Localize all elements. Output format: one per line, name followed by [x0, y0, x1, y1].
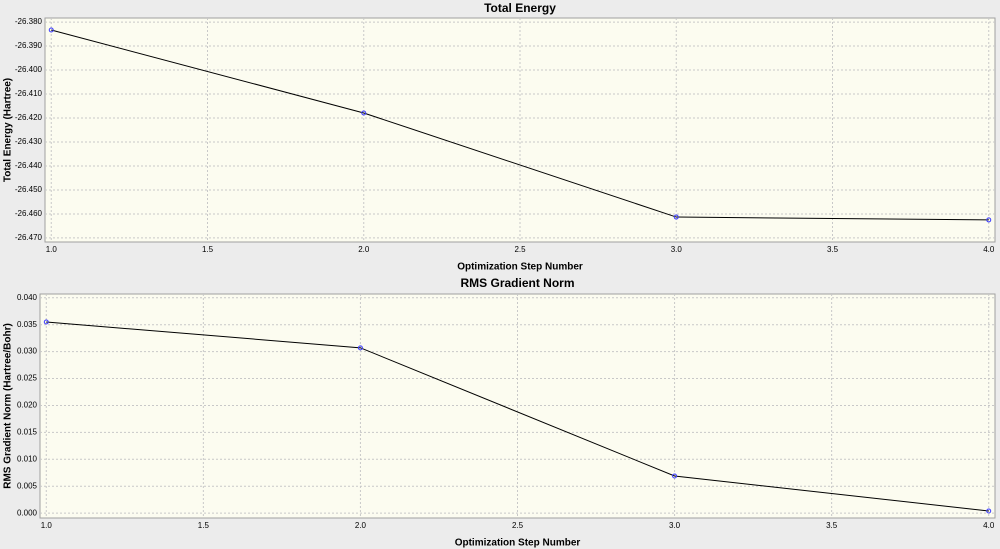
y-tick-label: -26.390: [15, 41, 43, 50]
data-point: [43, 319, 49, 325]
x-tick-label: 3.5: [826, 521, 838, 530]
data-point: [672, 473, 678, 479]
y-tick-label: -26.440: [15, 161, 43, 170]
data-point: [986, 217, 992, 223]
data-point: [361, 110, 367, 116]
y-tick-label: -26.430: [15, 137, 43, 146]
data-point: [48, 27, 54, 33]
y-tick-label: 0.015: [17, 427, 38, 436]
x-tick-label: 1.0: [46, 245, 58, 254]
x-tick-label: 4.0: [983, 521, 995, 530]
y-tick-label: 0.000: [17, 508, 38, 517]
x-tick-label: 3.0: [671, 245, 683, 254]
y-tick-label: 0.035: [17, 320, 38, 329]
x-tick-label: 2.0: [358, 245, 370, 254]
x-tick-label: 2.5: [512, 521, 524, 530]
y-tick-label: 0.020: [17, 401, 38, 410]
y-tick-label: -26.400: [15, 65, 43, 74]
x-tick-label: 2.5: [514, 245, 526, 254]
x-tick-label: 4.0: [983, 245, 995, 254]
y-axis-label: RMS Gradient Norm (Hartree/Bohr): [3, 323, 14, 489]
y-tick-label: -26.410: [15, 89, 43, 98]
y-tick-label: -26.460: [15, 209, 43, 218]
data-line: [46, 321, 989, 512]
chart-title: RMS Gradient Norm: [460, 276, 574, 290]
x-tick-label: 1.5: [198, 521, 210, 530]
y-axis-label: Total Energy (Hartree): [3, 78, 14, 182]
data-point: [357, 345, 363, 351]
y-tick-label: 0.025: [17, 374, 38, 383]
y-tick-label: 0.040: [17, 293, 38, 302]
x-axis-label: Optimization Step Number: [455, 538, 581, 549]
data-line: [51, 29, 989, 221]
x-axis-label: Optimization Step Number: [457, 262, 583, 273]
y-tick-label: 0.005: [17, 481, 38, 490]
data-point: [986, 508, 992, 514]
y-tick-label: -26.470: [15, 233, 43, 242]
x-tick-label: 1.5: [202, 245, 214, 254]
x-tick-label: 3.5: [827, 245, 839, 254]
y-tick-label: -26.380: [15, 17, 43, 26]
y-tick-label: -26.420: [15, 113, 43, 122]
chart-title: Total Energy: [484, 1, 556, 15]
x-tick-label: 2.0: [355, 521, 367, 530]
x-tick-label: 1.0: [41, 521, 53, 530]
x-tick-label: 3.0: [669, 521, 681, 530]
data-point: [673, 214, 679, 220]
y-tick-label: 0.030: [17, 347, 38, 356]
y-tick-label: -26.450: [15, 185, 43, 194]
y-tick-label: 0.010: [17, 454, 38, 463]
